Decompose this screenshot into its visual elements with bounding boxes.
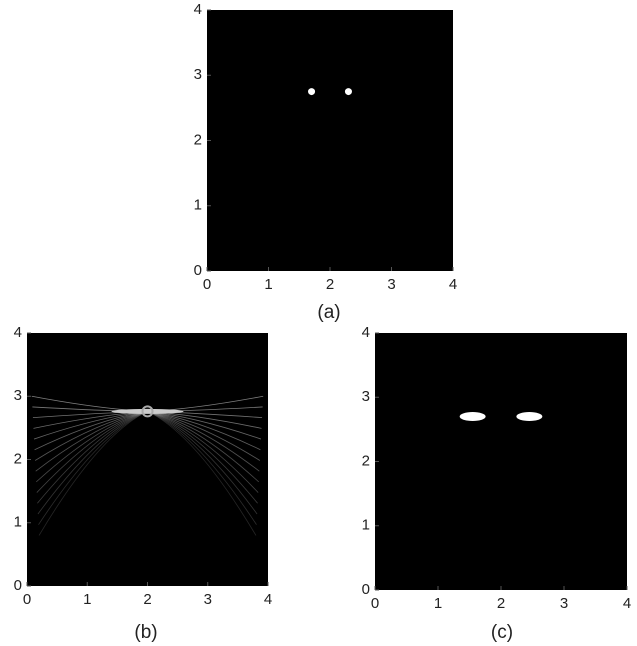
y-tick-label: 3 (14, 387, 22, 404)
x-tick-label: 0 (371, 595, 379, 612)
x-tick-label: 3 (204, 591, 212, 608)
y-tick-label: 1 (362, 517, 370, 534)
x-tick-label: 0 (203, 276, 211, 293)
x-tick-label: 1 (83, 591, 91, 608)
y-tick-label: 3 (194, 66, 202, 83)
y-tick-label: 1 (14, 514, 22, 531)
x-tick-label: 3 (560, 595, 568, 612)
y-tick-label: 4 (194, 1, 202, 18)
y-tick-label: 0 (194, 262, 202, 279)
x-tick-label: 2 (497, 595, 505, 612)
x-tick-label: 1 (434, 595, 442, 612)
caption: (c) (491, 622, 513, 643)
x-tick-label: 4 (623, 595, 631, 612)
y-tick-label: 4 (362, 324, 370, 341)
y-tick-label: 2 (14, 450, 22, 467)
y-tick-label: 2 (362, 452, 370, 469)
x-tick-label: 4 (264, 591, 272, 608)
figure: 0 1 2 3 4 0 1 2 3 4 (a) 0 1 2 3 4 0 1 2 3 4 (b) 0 1 2 3 4 0 1 2 3 4 (c) (0, 0, 637, 646)
x-tick-label: 0 (23, 591, 31, 608)
point (308, 88, 315, 95)
x-tick-label: 3 (387, 276, 395, 293)
y-tick-label: 3 (362, 388, 370, 405)
y-tick-label: 0 (14, 577, 22, 594)
y-tick-label: 1 (194, 197, 202, 214)
y-tick-label: 4 (14, 324, 22, 341)
caption: (a) (317, 302, 340, 323)
y-tick-label: 0 (362, 581, 370, 598)
point (516, 412, 542, 421)
point (345, 88, 352, 95)
x-tick-label: 1 (264, 276, 272, 293)
caption: (b) (134, 622, 157, 643)
plot-background (27, 333, 268, 586)
x-tick-label: 2 (326, 276, 334, 293)
plot-background (375, 333, 627, 590)
x-tick-label: 2 (143, 591, 151, 608)
point (460, 412, 486, 421)
plot-background (207, 10, 453, 271)
x-tick-label: 4 (449, 276, 457, 293)
focus (111, 409, 183, 414)
y-tick-label: 2 (194, 131, 202, 148)
